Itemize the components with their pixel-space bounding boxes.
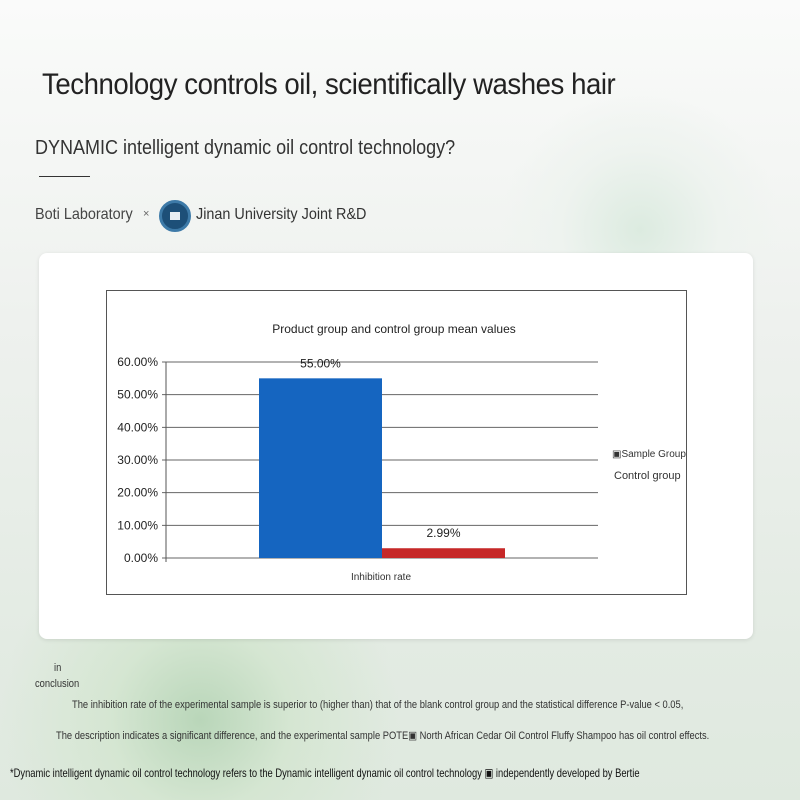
bar-sample-group bbox=[259, 378, 382, 558]
subtitle: DYNAMIC intelligent dynamic oil control … bbox=[35, 137, 456, 159]
page-title: Technology controls oil, scientifically … bbox=[42, 68, 616, 101]
conclusion-line-2: The description indicates a significant … bbox=[56, 730, 710, 742]
university-logo-icon bbox=[159, 200, 191, 232]
bar-data-label: 55.00% bbox=[300, 356, 341, 370]
bar-data-label: 2.99% bbox=[426, 526, 460, 540]
y-tick-label: 20.00% bbox=[117, 486, 158, 500]
bar-control-group bbox=[382, 548, 505, 558]
legend-control-group: Control group bbox=[614, 470, 681, 482]
conclusion-heading-2: conclusion bbox=[35, 678, 80, 690]
divider bbox=[39, 176, 90, 177]
conclusion-line-1: The inhibition rate of the experimental … bbox=[72, 699, 684, 711]
chart-frame bbox=[106, 290, 687, 595]
footnote: *Dynamic intelligent dynamic oil control… bbox=[10, 766, 640, 780]
chart-title: Product group and control group mean val… bbox=[272, 322, 516, 336]
y-tick-label: 50.00% bbox=[117, 388, 158, 402]
legend-sample-group: ▣Sample Group bbox=[612, 449, 686, 460]
y-tick-label: 30.00% bbox=[117, 453, 158, 467]
university-name: Jinan University Joint R&D bbox=[196, 206, 367, 223]
y-tick-label: 60.00% bbox=[117, 355, 158, 369]
conclusion-heading-1: in bbox=[54, 662, 62, 674]
y-tick-label: 40.00% bbox=[117, 420, 158, 434]
x-category-label: Inhibition rate bbox=[351, 572, 411, 583]
y-tick-label: 0.00% bbox=[124, 551, 158, 565]
times-sign: × bbox=[143, 208, 150, 220]
y-tick-label: 10.00% bbox=[117, 518, 158, 532]
lab-name: Boti Laboratory bbox=[35, 206, 133, 223]
